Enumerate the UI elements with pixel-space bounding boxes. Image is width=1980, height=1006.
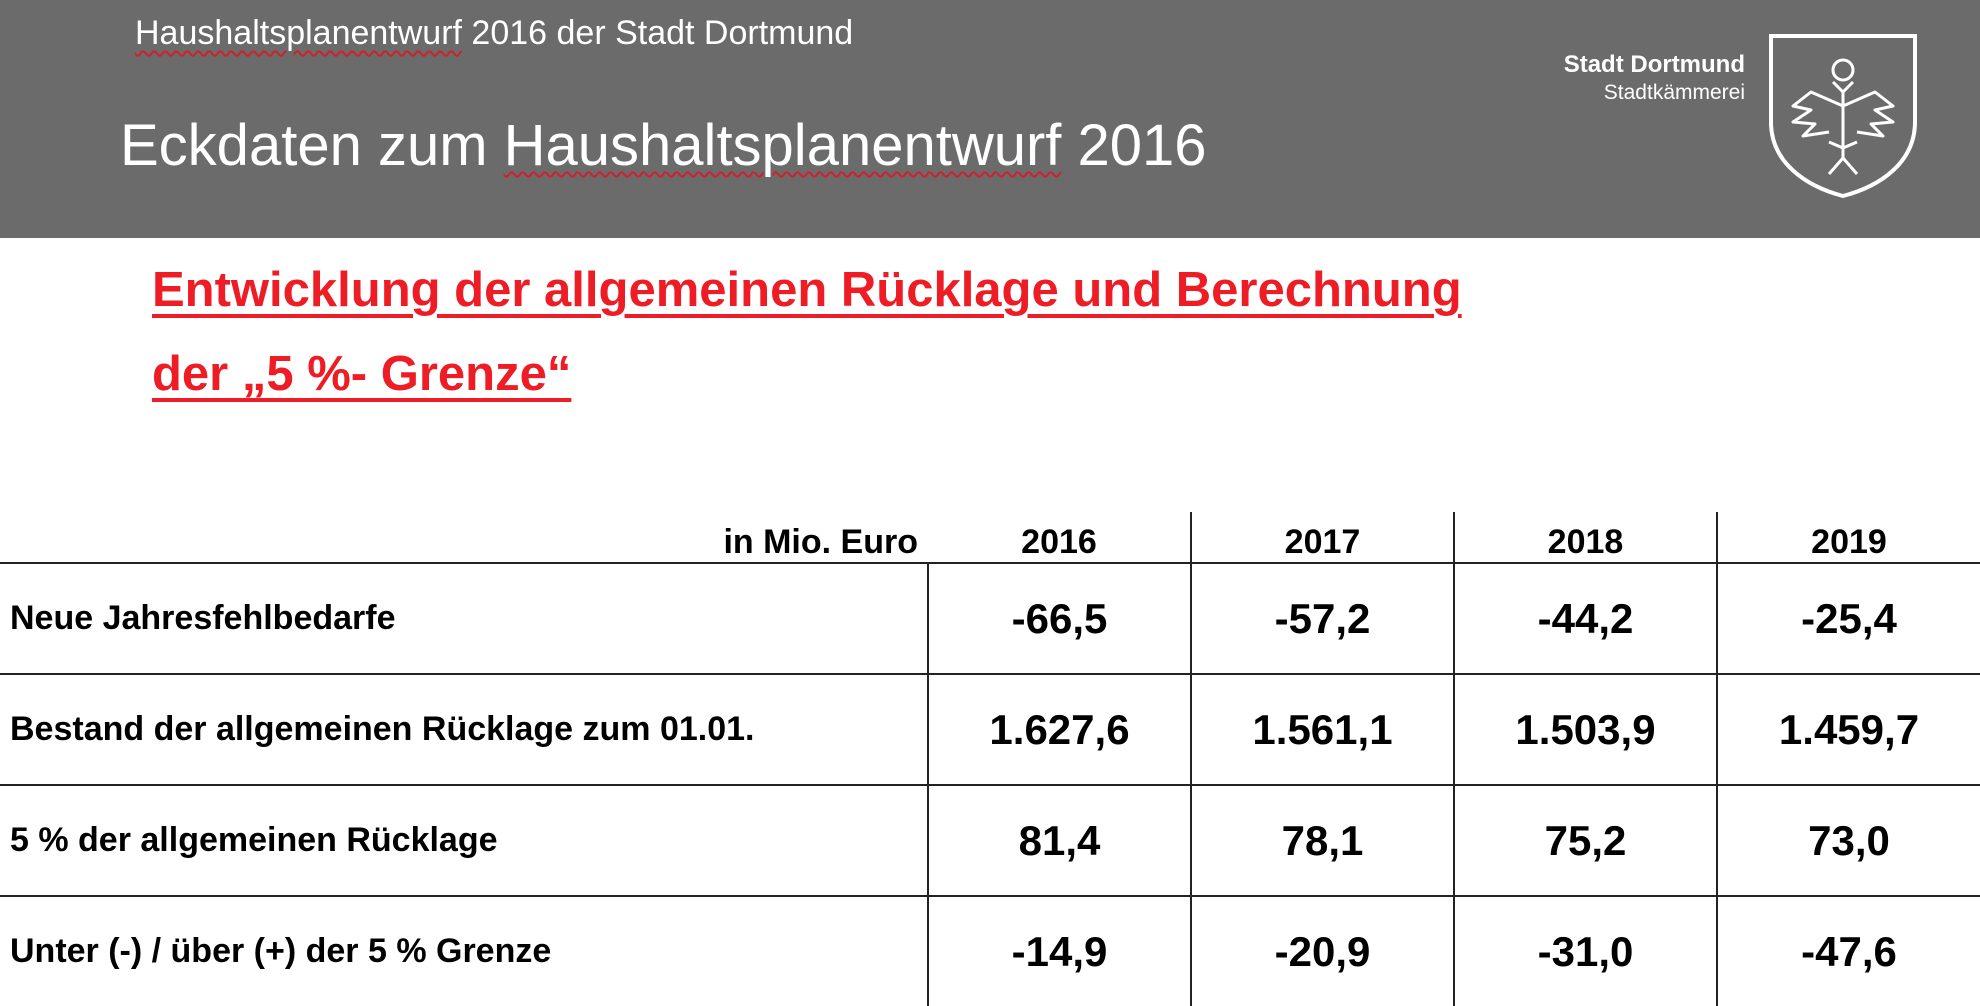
section-heading: Entwicklung der allgemeinen Rücklage und… (152, 248, 1712, 416)
unit-label: in Mio. Euro (723, 523, 918, 561)
row-value: -66,5 (927, 562, 1191, 674)
slide-header: Haushaltsplanentwurf 2016 der Stadt Dort… (0, 0, 1980, 238)
slide-title: Eckdaten zum Haushaltsplanentwurf 2016 (120, 112, 1207, 179)
row-value: 1.627,6 (927, 673, 1191, 785)
table-header-row: in Mio. Euro 2016 2017 2018 2019 (0, 512, 1980, 563)
section-heading-line2: der „5 %- Grenze“ (152, 347, 572, 401)
document-subtitle: Haushaltsplanentwurf 2016 der Stadt Dort… (135, 14, 853, 53)
section-heading-line1: Entwicklung der allgemeinen Rücklage und… (152, 263, 1462, 317)
reserve-table: in Mio. Euro 2016 2017 2018 2019 Neue Ja… (0, 512, 1980, 1006)
title-underlined: Haushaltsplanentwurf (503, 113, 1062, 178)
row-value: -31,0 (1453, 895, 1717, 1006)
row-value: -44,2 (1453, 562, 1717, 674)
subtitle-rest: 2016 der Stadt Dortmund (461, 14, 854, 52)
table-row: Bestand der allgemeinen Rücklage zum 01.… (0, 673, 1980, 785)
year-header: 2017 (1190, 512, 1454, 563)
row-value: 78,1 (1190, 784, 1454, 896)
row-value: -14,9 (927, 895, 1191, 1006)
subtitle-prefix: Haushaltsplanentwurf (135, 14, 462, 52)
year-header: 2016 (1021, 523, 1097, 561)
title-prefix: Eckdaten zum (120, 113, 504, 178)
row-value: 81,4 (927, 784, 1191, 896)
table-row: Neue Jahresfehlbedarfe -66,5 -57,2 -44,2… (0, 562, 1980, 674)
row-value: -25,4 (1716, 562, 1980, 674)
title-rest: 2016 (1061, 113, 1207, 178)
eagle-crest-icon (1769, 34, 1917, 199)
organization-block: Stadt Dortmund Stadtkämmerei (1564, 50, 1745, 106)
row-value: -20,9 (1190, 895, 1454, 1006)
row-label: 5 % der allgemeinen Rücklage (0, 784, 928, 896)
row-value: -47,6 (1716, 895, 1980, 1006)
year-header: 2018 (1453, 512, 1717, 563)
row-value: 75,2 (1453, 784, 1717, 896)
table-row: Unter (-) / über (+) der 5 % Grenze -14,… (0, 895, 1980, 1006)
row-label: Neue Jahresfehlbedarfe (0, 562, 928, 674)
organization-department: Stadtkämmerei (1603, 81, 1745, 104)
table-row: 5 % der allgemeinen Rücklage 81,4 78,1 7… (0, 784, 1980, 896)
organization-name: Stadt Dortmund (1563, 51, 1745, 78)
row-label: Unter (-) / über (+) der 5 % Grenze (0, 895, 928, 1006)
row-value: -57,2 (1190, 562, 1454, 674)
year-header: 2019 (1716, 512, 1980, 563)
row-value: 1.503,9 (1453, 673, 1717, 785)
row-label: Bestand der allgemeinen Rücklage zum 01.… (0, 673, 928, 785)
row-value: 73,0 (1716, 784, 1980, 896)
row-value: 1.459,7 (1716, 673, 1980, 785)
row-value: 1.561,1 (1190, 673, 1454, 785)
